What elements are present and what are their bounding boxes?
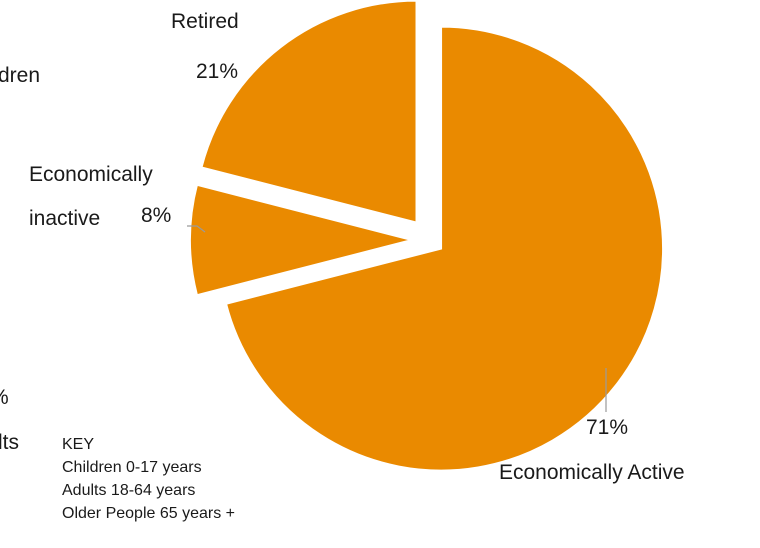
label-active: Economically Active bbox=[499, 461, 685, 484]
leader-line-inactive bbox=[187, 225, 206, 233]
pie-slice-economically-inactive bbox=[189, 183, 413, 297]
label-inactive-line1: Economically bbox=[29, 163, 153, 186]
pie-slices bbox=[189, 0, 665, 472]
value-active: 71% bbox=[586, 416, 628, 439]
pie-slice-retired bbox=[200, 0, 418, 224]
value-inactive: 8% bbox=[141, 204, 171, 227]
label-inactive-line2: inactive bbox=[29, 207, 100, 230]
cropped-label-middle: % bbox=[0, 386, 9, 409]
key-line-adults: Adults 18-64 years bbox=[62, 482, 195, 499]
key-legend: KEY Children 0-17 years Adults 18-64 yea… bbox=[62, 436, 235, 522]
key-line-older-people: Older People 65 years + bbox=[62, 505, 235, 522]
value-retired: 21% bbox=[196, 60, 238, 83]
cropped-label-bottom: lts bbox=[0, 431, 19, 454]
key-title: KEY bbox=[62, 436, 94, 453]
cropped-label-top: dren bbox=[0, 64, 40, 87]
label-retired: Retired bbox=[171, 10, 239, 33]
pie-slice-economically-active bbox=[224, 25, 665, 472]
key-line-children: Children 0-17 years bbox=[62, 459, 202, 476]
